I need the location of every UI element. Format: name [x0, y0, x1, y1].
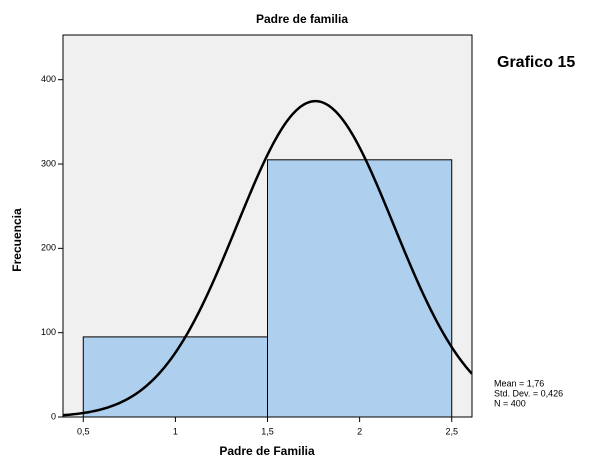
x-axis-label: Padre de Familia — [219, 444, 315, 458]
stat-n: N = 400 — [494, 398, 526, 408]
x-tick-label: 1,5 — [261, 426, 274, 436]
y-tick-label: 0 — [51, 411, 56, 421]
x-tick-label: 2,5 — [445, 426, 458, 436]
stat-mean: Mean = 1,76 — [494, 378, 544, 388]
x-tick-label: 1 — [173, 426, 178, 436]
chart-title: Padre de familia — [256, 12, 348, 26]
x-tick-label: 0,5 — [77, 426, 90, 436]
stat-std: Std. Dev. = 0,426 — [494, 388, 563, 398]
x-tick-label: 2 — [357, 426, 362, 436]
y-axis-label: Frecuencia — [10, 208, 24, 272]
normal-curve — [63, 99, 472, 417]
bar — [267, 159, 453, 418]
bar — [82, 336, 268, 418]
y-tick-label: 200 — [41, 243, 56, 253]
annotation: Grafico 15 — [497, 54, 575, 71]
y-tick-label: 300 — [41, 158, 56, 168]
y-tick-label: 400 — [41, 74, 56, 84]
y-tick-label: 100 — [41, 327, 56, 337]
